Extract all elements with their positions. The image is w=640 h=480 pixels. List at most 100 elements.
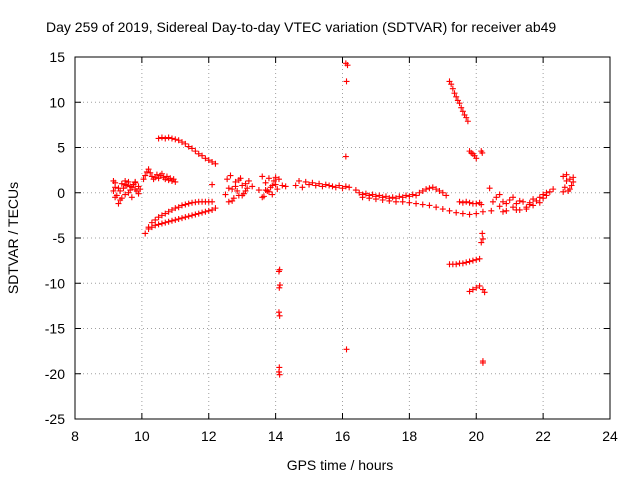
series-band-19-20h bbox=[456, 198, 485, 208]
data-point bbox=[446, 207, 453, 214]
data-point bbox=[275, 368, 282, 375]
data-point bbox=[566, 186, 573, 193]
data-point bbox=[523, 206, 530, 213]
data-point bbox=[182, 214, 189, 221]
data-point bbox=[466, 199, 473, 206]
data-point bbox=[356, 189, 363, 196]
data-point bbox=[344, 62, 351, 69]
data-point bbox=[262, 179, 269, 186]
data-point bbox=[563, 177, 570, 184]
data-point bbox=[165, 134, 172, 141]
series-arc-10h-lower-b bbox=[145, 205, 219, 232]
data-point bbox=[209, 158, 216, 165]
data-point bbox=[419, 201, 426, 208]
data-point bbox=[448, 81, 455, 88]
data-point bbox=[382, 193, 389, 200]
data-point bbox=[309, 179, 316, 186]
data-point bbox=[513, 200, 520, 207]
data-point bbox=[242, 187, 249, 194]
data-point bbox=[473, 256, 480, 263]
data-point bbox=[439, 189, 446, 196]
data-point bbox=[245, 177, 252, 184]
series-arc-19-20h-high bbox=[446, 78, 480, 162]
data-point bbox=[182, 140, 189, 147]
data-point bbox=[563, 171, 570, 178]
data-point bbox=[155, 135, 162, 142]
data-point bbox=[265, 188, 272, 195]
data-point bbox=[560, 188, 567, 195]
data-point bbox=[122, 181, 129, 188]
data-point bbox=[489, 198, 496, 205]
data-point bbox=[459, 210, 466, 217]
data-point bbox=[406, 199, 413, 206]
data-point bbox=[433, 186, 440, 193]
data-point bbox=[429, 184, 436, 191]
data-point bbox=[479, 208, 486, 215]
data-point bbox=[486, 185, 493, 192]
data-point bbox=[249, 183, 256, 190]
data-point bbox=[560, 173, 567, 180]
data-point bbox=[259, 173, 266, 180]
data-point bbox=[202, 155, 209, 162]
data-point bbox=[272, 174, 279, 181]
data-point bbox=[463, 259, 470, 266]
data-point bbox=[185, 213, 192, 220]
data-point bbox=[463, 114, 470, 121]
data-point bbox=[456, 100, 463, 107]
data-point bbox=[142, 172, 149, 179]
data-point bbox=[279, 182, 286, 189]
data-point bbox=[322, 181, 329, 188]
data-point bbox=[516, 197, 523, 204]
data-point bbox=[140, 176, 147, 183]
data-point bbox=[413, 192, 420, 199]
y-tick-label: 15 bbox=[49, 49, 65, 65]
data-point bbox=[463, 198, 470, 205]
data-point bbox=[359, 194, 366, 201]
data-point bbox=[299, 184, 306, 191]
data-point bbox=[513, 206, 520, 213]
data-point bbox=[127, 183, 134, 190]
data-point bbox=[239, 182, 246, 189]
data-point bbox=[117, 196, 124, 203]
data-point bbox=[192, 211, 199, 218]
series-band-16-19h bbox=[352, 184, 486, 218]
data-point bbox=[530, 202, 537, 209]
data-point bbox=[209, 181, 216, 188]
data-point bbox=[481, 289, 488, 296]
data-point bbox=[389, 194, 396, 201]
data-point bbox=[276, 312, 283, 319]
data-point bbox=[469, 257, 476, 264]
data-point bbox=[175, 137, 182, 144]
x-tick-label: 10 bbox=[134, 428, 150, 444]
data-point bbox=[302, 178, 309, 185]
data-point bbox=[570, 174, 577, 181]
data-point bbox=[168, 135, 175, 142]
data-point bbox=[269, 182, 276, 189]
data-point bbox=[209, 206, 216, 213]
data-point bbox=[235, 177, 242, 184]
data-point bbox=[163, 173, 170, 180]
data-point bbox=[443, 192, 450, 199]
data-point bbox=[403, 192, 410, 199]
data-point bbox=[229, 197, 236, 204]
data-point bbox=[510, 194, 517, 201]
y-tick-label: 0 bbox=[57, 185, 65, 201]
data-point bbox=[568, 182, 575, 189]
data-point bbox=[369, 191, 376, 198]
data-point bbox=[265, 175, 272, 182]
data-point bbox=[168, 217, 175, 224]
data-point bbox=[145, 225, 152, 232]
data-point bbox=[343, 78, 350, 85]
chart-title: Day 259 of 2019, Sidereal Day-to-day VTE… bbox=[46, 19, 556, 35]
data-point bbox=[413, 200, 420, 207]
data-point bbox=[372, 196, 379, 203]
data-point bbox=[269, 191, 276, 198]
data-point bbox=[147, 169, 154, 176]
data-point bbox=[496, 203, 503, 210]
x-tick-label: 16 bbox=[335, 428, 351, 444]
data-point bbox=[209, 198, 216, 205]
y-tick-label: -25 bbox=[45, 411, 65, 427]
data-point bbox=[352, 187, 359, 194]
data-point bbox=[479, 230, 486, 237]
x-tick-label: 12 bbox=[201, 428, 217, 444]
